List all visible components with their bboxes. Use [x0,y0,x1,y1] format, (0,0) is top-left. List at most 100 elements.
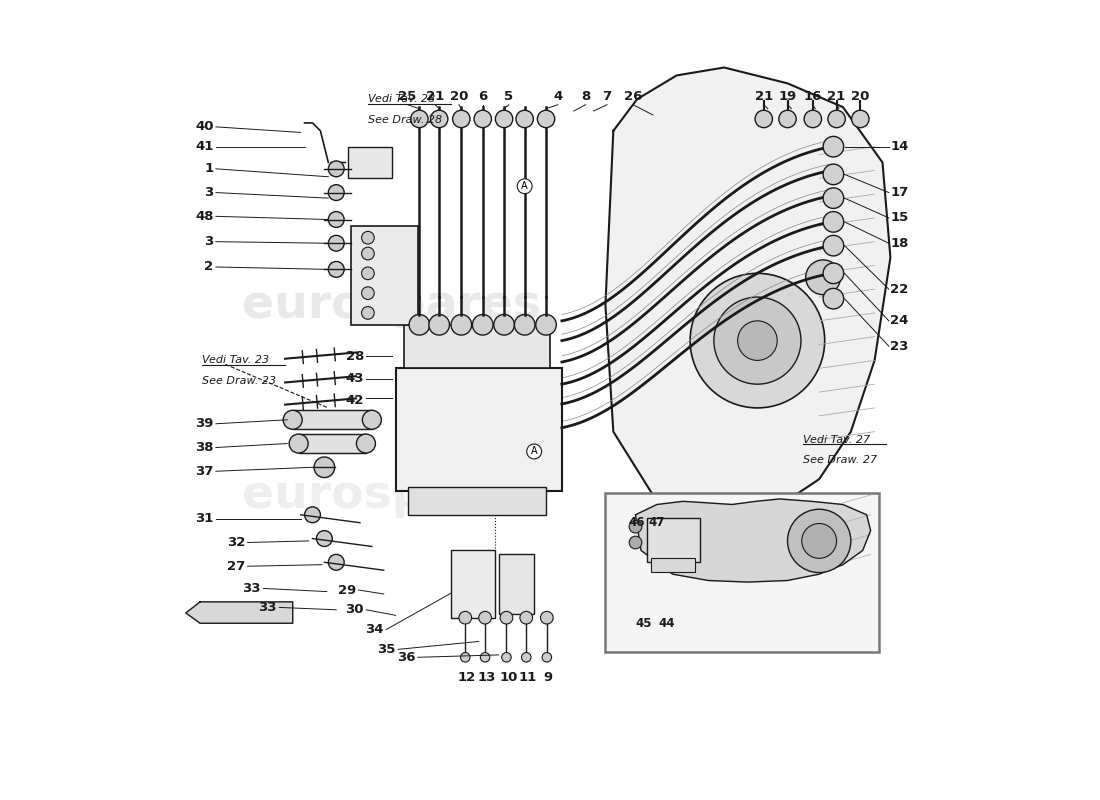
Text: Vedi Tav. 27: Vedi Tav. 27 [803,434,870,445]
Text: 45: 45 [635,617,651,630]
Circle shape [317,530,332,546]
Circle shape [410,110,428,128]
Text: 5: 5 [504,90,514,103]
Circle shape [805,260,840,294]
Text: 44: 44 [659,617,675,630]
Circle shape [521,653,531,662]
Circle shape [823,235,844,256]
Bar [647,518,701,562]
Text: eurospares: eurospares [242,282,541,327]
Text: 10: 10 [499,670,518,684]
Text: See Draw. 23: See Draw. 23 [201,376,276,386]
Circle shape [690,274,825,408]
Circle shape [515,314,535,335]
Circle shape [536,314,557,335]
Circle shape [283,410,302,430]
Text: 20: 20 [450,90,469,103]
Circle shape [542,653,551,662]
Circle shape [495,110,513,128]
Circle shape [478,611,492,624]
Circle shape [429,314,450,335]
Text: 8: 8 [581,90,591,103]
Circle shape [328,185,344,201]
Circle shape [804,110,822,128]
Text: 37: 37 [195,465,213,478]
Circle shape [430,110,448,128]
Bar [298,434,366,453]
Text: 20: 20 [851,90,869,103]
Bar [451,550,495,618]
Circle shape [474,110,492,128]
Circle shape [502,653,512,662]
Circle shape [540,611,553,624]
Bar [498,554,535,614]
Text: 11: 11 [519,670,537,684]
Bar [293,410,372,430]
Polygon shape [636,499,870,582]
Text: 47: 47 [649,516,666,530]
Text: 30: 30 [345,603,364,616]
Circle shape [362,306,374,319]
Circle shape [823,188,844,209]
Circle shape [828,110,845,128]
Bar [407,487,546,514]
Circle shape [289,434,308,453]
Circle shape [459,611,472,624]
Text: Vedi Tav. 23: Vedi Tav. 23 [201,355,268,366]
Polygon shape [186,602,293,623]
Bar [651,558,695,572]
Circle shape [500,611,513,624]
Circle shape [738,321,778,361]
Text: 42: 42 [345,394,364,406]
Circle shape [328,262,344,278]
Text: 4: 4 [553,90,562,103]
Circle shape [328,235,344,251]
Text: See Draw. 27: See Draw. 27 [803,455,878,465]
Text: 34: 34 [365,623,384,636]
Circle shape [356,434,375,453]
Bar [348,146,392,178]
Text: 27: 27 [227,560,245,573]
Text: 36: 36 [397,650,416,664]
Text: eurospares: eurospares [242,473,541,518]
Circle shape [362,267,374,280]
Circle shape [409,314,430,335]
Text: 21: 21 [827,90,846,103]
Bar [351,226,418,325]
Text: 29: 29 [338,583,356,597]
Circle shape [362,247,374,260]
Circle shape [451,314,472,335]
Text: 14: 14 [890,140,909,153]
Circle shape [851,110,869,128]
Circle shape [520,611,532,624]
Text: 19: 19 [779,90,796,103]
Text: 33: 33 [242,582,261,595]
Circle shape [537,110,554,128]
Text: A: A [531,446,538,457]
Circle shape [629,536,641,549]
Text: 21: 21 [426,90,444,103]
Text: 13: 13 [477,670,496,684]
Circle shape [779,110,796,128]
Text: 21: 21 [755,90,773,103]
Text: See Draw. 28: See Draw. 28 [367,114,442,125]
Circle shape [823,263,844,284]
Circle shape [362,231,374,244]
Circle shape [802,523,837,558]
Circle shape [516,110,534,128]
Text: 12: 12 [458,670,476,684]
Text: Vedi Tav. 28: Vedi Tav. 28 [367,94,434,104]
Text: 31: 31 [195,512,213,526]
Circle shape [328,554,344,570]
Text: 48: 48 [195,210,213,223]
Circle shape [328,161,344,177]
Circle shape [315,457,334,478]
Text: 32: 32 [227,536,245,549]
Text: 7: 7 [603,90,612,103]
Text: 6: 6 [478,90,487,103]
Circle shape [823,211,844,232]
Text: 26: 26 [624,90,642,103]
Circle shape [823,136,844,157]
Text: 18: 18 [890,237,909,250]
Circle shape [328,211,344,227]
